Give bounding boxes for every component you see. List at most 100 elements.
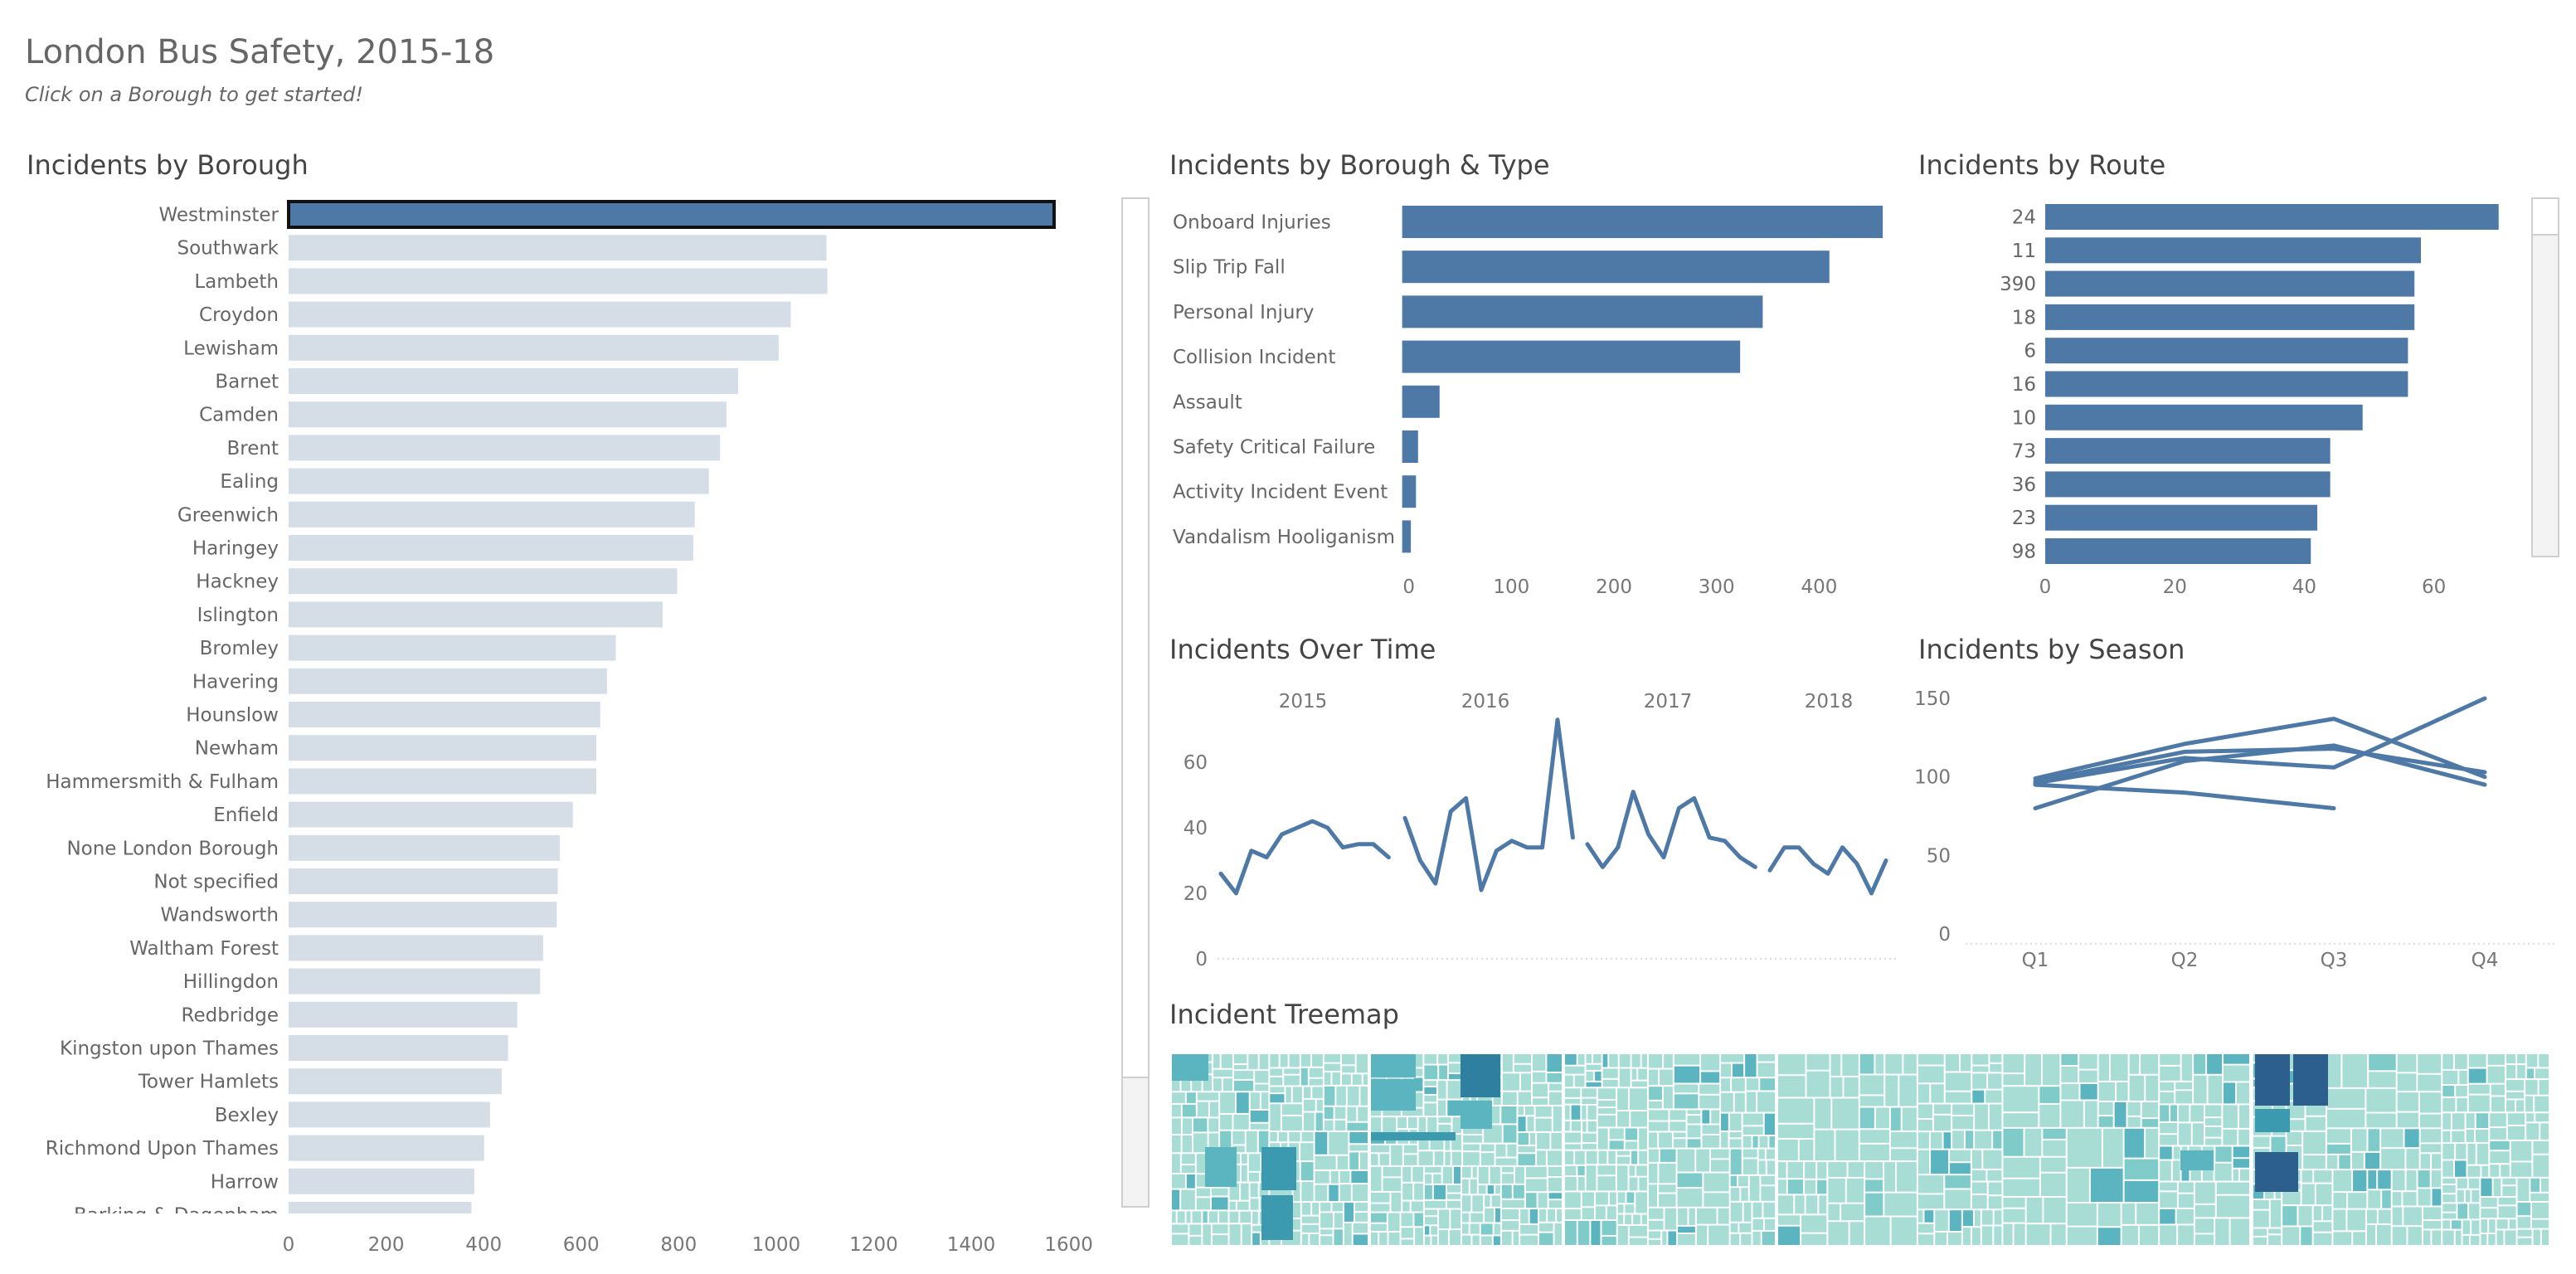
- treemap-tile: [1884, 1162, 1896, 1192]
- treemap-tile: [1344, 1223, 1352, 1245]
- treemap-tile: [1752, 1231, 1761, 1245]
- borough-bar-16[interactable]: [289, 735, 596, 761]
- treemap-tile: [2194, 1054, 2206, 1074]
- borough-bar-0[interactable]: [287, 200, 1056, 229]
- borough-bar-6[interactable]: [289, 401, 727, 428]
- borough-bar-chart[interactable]: Westminster Southwark Lambeth Croydon Lewish…: [0, 191, 1161, 1274]
- type-bar-3[interactable]: [1402, 340, 1741, 373]
- treemap-tile: [1636, 1192, 1647, 1213]
- borough-bar-2[interactable]: [289, 268, 828, 294]
- treemap-tile: [1301, 1181, 1314, 1202]
- treemap-tile: [1761, 1186, 1775, 1201]
- treemap-tile: [1309, 1078, 1323, 1086]
- borough-scrollbar-thumb[interactable]: [1123, 199, 1148, 1078]
- borough-bar-4[interactable]: [289, 334, 779, 361]
- treemap-tile: [2423, 1220, 2442, 1229]
- treemap-tile: [1629, 1177, 1638, 1191]
- borough-label: Not specified: [153, 872, 279, 893]
- treemap-tile: [1303, 1087, 1311, 1098]
- borough-bar-22[interactable]: [289, 935, 543, 961]
- route-bar-0[interactable]: [2045, 204, 2499, 230]
- treemap-tile: [2253, 1228, 2267, 1236]
- route-bar-5[interactable]: [2045, 371, 2408, 397]
- treemap-tile: [2526, 1123, 2540, 1140]
- treemap-tile: [1971, 1150, 1982, 1169]
- treemap-tile: [1229, 1211, 1239, 1223]
- borough-bar-24[interactable]: [289, 1001, 518, 1028]
- treemap-tile: [2404, 1129, 2419, 1148]
- treemap-tile: [2535, 1113, 2549, 1122]
- treemap-tile: [2510, 1140, 2532, 1161]
- borough-bar-26[interactable]: [289, 1068, 502, 1095]
- borough-bar-12[interactable]: [289, 601, 663, 628]
- treemap-tile: [1597, 1165, 1616, 1175]
- route-bar-chart[interactable]: 24 11 390 18 6 16 10 73 36 23 980 20 40 60: [1908, 191, 2538, 605]
- season-line-chart[interactable]: 0 50 100 150 Q1 Q2 Q3 Q4: [1908, 672, 2563, 987]
- incident-treemap[interactable]: [1171, 1053, 2549, 1246]
- borough-bar-17[interactable]: [289, 768, 596, 795]
- borough-bar-25[interactable]: [289, 1035, 508, 1061]
- borough-bar-1[interactable]: [289, 235, 827, 261]
- treemap-tile: [1582, 1144, 1597, 1150]
- borough-bar-10[interactable]: [289, 535, 693, 561]
- type-bar-chart[interactable]: Onboard Injuries Slip Trip Fall Personal I…: [1161, 191, 1891, 605]
- type-bar-6[interactable]: [1402, 475, 1417, 508]
- treemap-tile: [1438, 1124, 1451, 1134]
- route-bar-10[interactable]: [2045, 538, 2311, 564]
- route-bar-4[interactable]: [2045, 338, 2408, 364]
- route-scrollbar[interactable]: [2531, 197, 2559, 557]
- borough-bar-11[interactable]: [289, 568, 678, 595]
- treemap-tile: [1577, 1054, 1585, 1065]
- type-bar-4[interactable]: [1402, 385, 1440, 418]
- type-bar-5[interactable]: [1402, 430, 1418, 463]
- borough-bar-21[interactable]: [289, 902, 557, 928]
- type-bar-1[interactable]: [1402, 250, 1830, 284]
- route-bar-6[interactable]: [2045, 404, 2363, 430]
- borough-bar-7[interactable]: [289, 435, 721, 461]
- type-bar-0[interactable]: [1402, 206, 1883, 238]
- route-bar-2[interactable]: [2045, 270, 2415, 297]
- type-bar-7[interactable]: [1402, 520, 1412, 553]
- borough-bar-18[interactable]: [289, 801, 573, 828]
- treemap-tile: [1402, 1166, 1412, 1182]
- treemap-tile: [1565, 1220, 1577, 1245]
- route-bar-9[interactable]: [2045, 504, 2318, 531]
- route-bar-3[interactable]: [2045, 304, 2415, 330]
- treemap-tile: [2173, 1146, 2180, 1160]
- treemap-tile: [1778, 1226, 1801, 1245]
- borough-bar-8[interactable]: [289, 468, 709, 494]
- route-bar-1[interactable]: [2045, 237, 2422, 264]
- treemap-tile: [1352, 1074, 1362, 1085]
- borough-bar-23[interactable]: [289, 968, 541, 994]
- treemap-tile: [1229, 1201, 1236, 1210]
- treemap-tile: [1219, 1211, 1228, 1223]
- borough-bar-3[interactable]: [289, 301, 791, 328]
- borough-scrollbar[interactable]: [1121, 197, 1149, 1208]
- borough-bar-15[interactable]: [289, 702, 600, 727]
- borough-bar-19[interactable]: [289, 834, 560, 861]
- borough-bar-28[interactable]: [289, 1135, 484, 1161]
- borough-bar-5[interactable]: [289, 368, 739, 394]
- treemap-tile: [1255, 1071, 1269, 1083]
- treemap-tile: [2397, 1112, 2418, 1128]
- treemap-tile: [1241, 1183, 1249, 1200]
- route-bar-8[interactable]: [2045, 471, 2331, 498]
- treemap-tile: [1971, 1228, 1981, 1245]
- treemap-tile: [1383, 1117, 1397, 1134]
- treemap-tile: [1172, 1174, 1185, 1189]
- type-bar-2[interactable]: [1402, 295, 1763, 328]
- route-bar-7[interactable]: [2045, 438, 2331, 464]
- borough-bar-29[interactable]: [289, 1168, 474, 1194]
- borough-bar-14[interactable]: [289, 668, 607, 694]
- treemap-tile: [2466, 1130, 2474, 1143]
- time-line-chart[interactable]: 0 20 40 60 2015 2016 2017 2018: [1161, 672, 1908, 987]
- treemap-tile: [2061, 1054, 2078, 1065]
- borough-bar-20[interactable]: [289, 868, 558, 894]
- treemap-tile: [2282, 1206, 2297, 1226]
- borough-bar-9[interactable]: [289, 501, 695, 528]
- borough-bar-27[interactable]: [289, 1101, 490, 1128]
- route-scrollbar-thumb[interactable]: [2533, 199, 2558, 236]
- treemap-tile: [1445, 1135, 1451, 1150]
- borough-bar-13[interactable]: [289, 635, 616, 661]
- time-year-label: 2018: [1805, 691, 1854, 712]
